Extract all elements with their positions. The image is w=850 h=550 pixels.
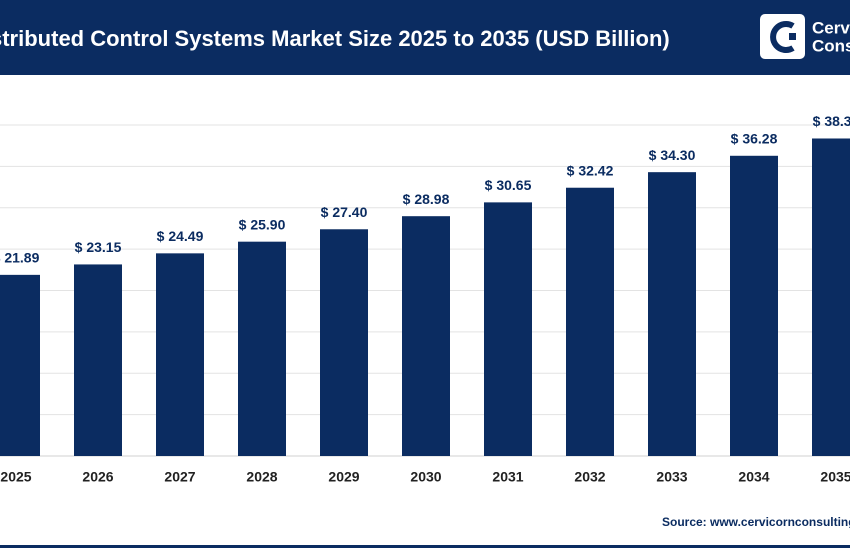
value-label: $ 23.15 (75, 239, 122, 255)
value-label: $ 27.40 (321, 204, 368, 220)
logo-icon (770, 21, 795, 53)
value-label: $ 24.49 (157, 228, 204, 244)
x-tick-label: 2030 (410, 469, 441, 485)
x-tick-label: 2028 (246, 469, 277, 485)
logo-text: Cervicorn (812, 18, 850, 37)
value-label: $ 30.65 (485, 177, 532, 193)
value-label: $ 34.30 (649, 147, 696, 163)
bar (566, 187, 614, 457)
source-note: Source: www.cervicornconsulting.com (662, 515, 850, 529)
value-label: $ 25.90 (239, 216, 286, 232)
value-label: $ 32.42 (567, 162, 614, 178)
bar (812, 138, 850, 456)
x-tick-label: 2026 (82, 469, 113, 485)
x-tick-label: 2025 (0, 469, 31, 485)
chart-title: Distributed Control Systems Market Size … (0, 26, 670, 51)
bar (730, 155, 778, 456)
bar (74, 264, 122, 456)
bar (484, 202, 532, 456)
x-tick-label: 2032 (574, 469, 605, 485)
x-tick-label: 2027 (164, 469, 195, 485)
x-tick-label: 2033 (656, 469, 687, 485)
bar (238, 241, 286, 456)
bar (320, 229, 368, 456)
x-tick-label: 2031 (492, 469, 523, 485)
footer-line (0, 545, 850, 548)
value-label: $ 28.98 (403, 191, 450, 207)
logo-icon (789, 33, 796, 40)
x-tick-label: 2034 (738, 469, 769, 485)
logo-text: Consulting (812, 36, 850, 55)
x-tick-label: 2029 (328, 469, 359, 485)
bar (648, 172, 696, 457)
value-label: $ 21.89 (0, 250, 40, 266)
bar (156, 253, 204, 456)
value-label: $ 36.28 (731, 130, 778, 146)
x-tick-label: 2035 (820, 469, 850, 485)
bar (402, 216, 450, 456)
header-band (0, 0, 850, 75)
logo-box (760, 14, 805, 59)
value-label: $ 38.37 (813, 113, 850, 129)
bar (0, 274, 40, 456)
